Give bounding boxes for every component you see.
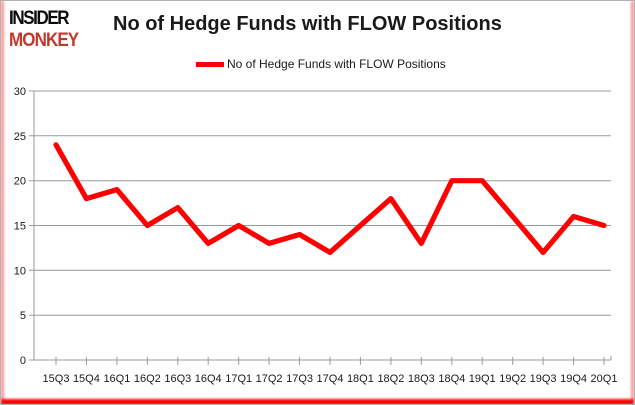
svg-text:16Q1: 16Q1 bbox=[103, 373, 130, 385]
svg-text:16Q4: 16Q4 bbox=[195, 373, 222, 385]
svg-text:19Q3: 19Q3 bbox=[530, 373, 557, 385]
svg-text:25: 25 bbox=[14, 131, 26, 143]
svg-text:18Q4: 18Q4 bbox=[438, 373, 465, 385]
svg-text:15Q3: 15Q3 bbox=[43, 373, 70, 385]
svg-text:20Q1: 20Q1 bbox=[591, 373, 618, 385]
svg-text:17Q3: 17Q3 bbox=[286, 373, 313, 385]
svg-text:20: 20 bbox=[14, 176, 26, 188]
svg-text:18Q3: 18Q3 bbox=[408, 373, 435, 385]
svg-text:18Q1: 18Q1 bbox=[347, 373, 374, 385]
svg-text:10: 10 bbox=[14, 265, 26, 277]
svg-text:19Q4: 19Q4 bbox=[560, 373, 587, 385]
svg-text:18Q2: 18Q2 bbox=[377, 373, 404, 385]
svg-text:16Q3: 16Q3 bbox=[164, 373, 191, 385]
svg-text:15Q4: 15Q4 bbox=[73, 373, 100, 385]
svg-text:0: 0 bbox=[20, 355, 26, 367]
svg-text:15: 15 bbox=[14, 221, 26, 233]
svg-text:17Q1: 17Q1 bbox=[225, 373, 252, 385]
svg-text:16Q2: 16Q2 bbox=[134, 373, 161, 385]
svg-text:5: 5 bbox=[20, 310, 26, 322]
svg-text:19Q1: 19Q1 bbox=[469, 373, 496, 385]
svg-text:17Q2: 17Q2 bbox=[256, 373, 283, 385]
svg-text:30: 30 bbox=[14, 86, 26, 98]
svg-text:19Q2: 19Q2 bbox=[499, 373, 526, 385]
svg-text:17Q4: 17Q4 bbox=[317, 373, 344, 385]
